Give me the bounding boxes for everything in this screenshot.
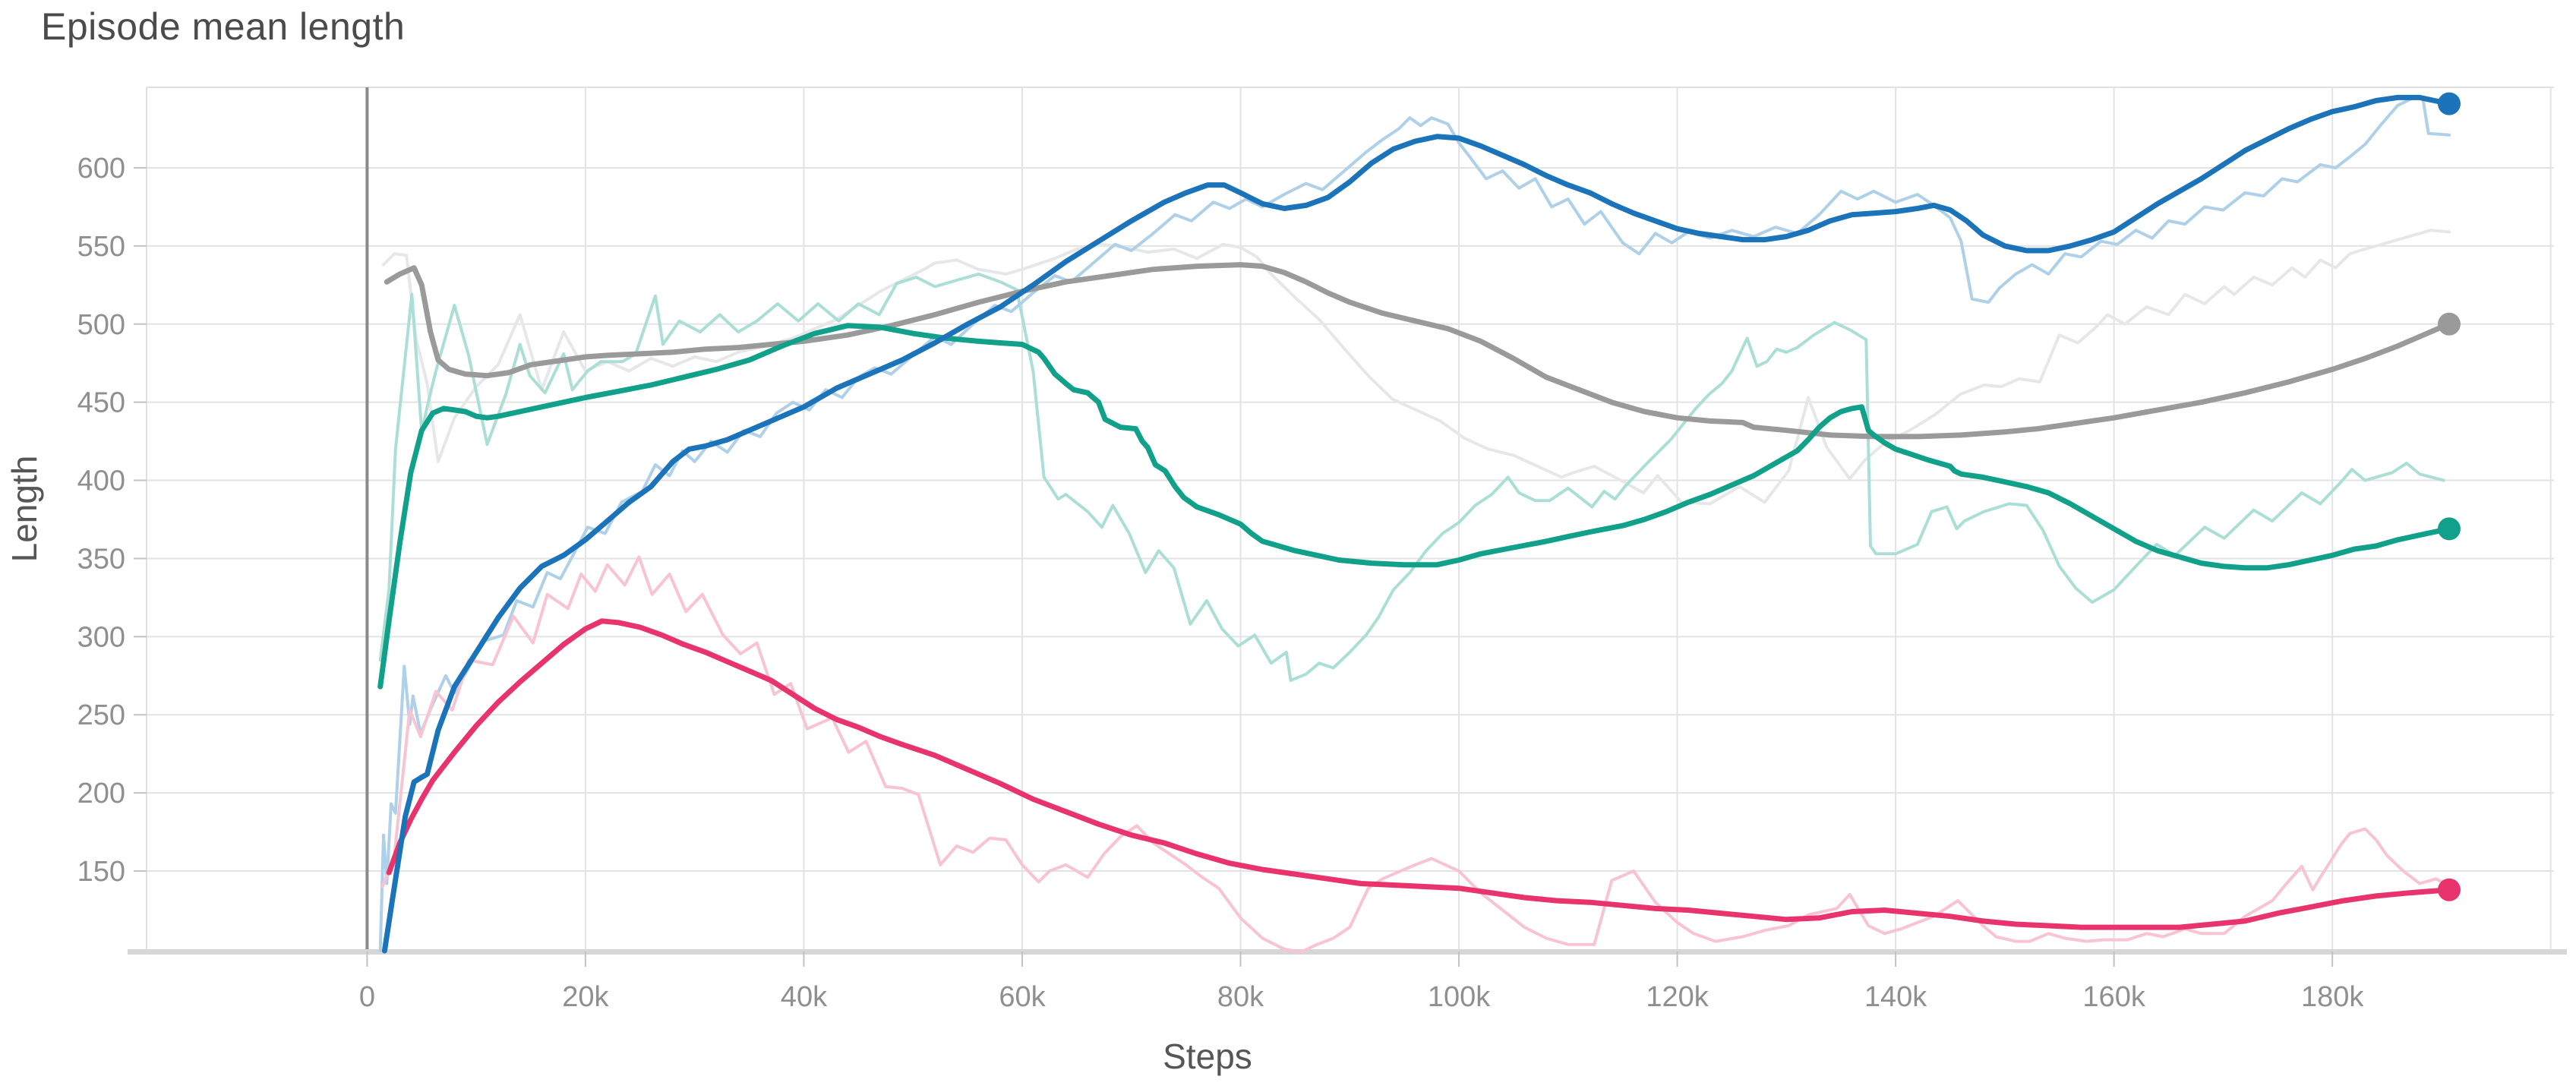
- series-lines: [377, 94, 2452, 954]
- x-tick-label-20k: 20k: [562, 981, 609, 1013]
- series-blue-raw-line: [378, 96, 2451, 952]
- x-tick-label-60k: 60k: [999, 981, 1046, 1013]
- chart-title: Episode mean length: [41, 5, 406, 48]
- y-tick-label-250: 250: [77, 699, 125, 731]
- series-gray-smoothed-line: [384, 262, 2452, 440]
- y-tick-label-550: 550: [77, 231, 125, 263]
- series-pink-smoothed-endpoint-dot: [2437, 878, 2461, 901]
- gridlines: [128, 87, 2567, 955]
- y-tick-label-200: 200: [77, 778, 125, 810]
- series-teal-raw-line: [378, 272, 2445, 682]
- x-tick-label-160k: 160k: [2082, 981, 2145, 1013]
- x-tick-label-180k: 180k: [2301, 981, 2364, 1013]
- x-tick-label-0: 0: [359, 981, 375, 1013]
- x-tick-label-120k: 120k: [1646, 981, 1709, 1013]
- axis-ticks: 150 200 250 300 350 400 450 500 550 600 0 20k 40k 60k…: [77, 153, 2365, 1013]
- y-tick-label-300: 300: [77, 621, 125, 653]
- x-tick-label-140k: 140k: [1864, 981, 1927, 1013]
- y-tick-label-400: 400: [77, 466, 125, 497]
- x-axis-title: Steps: [1163, 1037, 1252, 1076]
- series-gray-smoothed-endpoint-dot: [2437, 312, 2461, 336]
- x-tick-label-80k: 80k: [1217, 981, 1264, 1013]
- series-gray-raw-line: [382, 229, 2451, 506]
- series-green-smoothed-endpoint-dot: [2437, 517, 2461, 541]
- y-tick-label-500: 500: [77, 309, 125, 341]
- series-blue-smoothed-endpoint-dot: [2437, 92, 2461, 115]
- y-tick-label-150: 150: [77, 856, 125, 888]
- endpoint-dots: [2437, 92, 2461, 901]
- series-pink-smoothed-line: [386, 618, 2452, 930]
- series-pink-raw-line: [380, 555, 2449, 954]
- x-tick-label-100k: 100k: [1428, 981, 1491, 1013]
- y-tick-label-350: 350: [77, 543, 125, 575]
- y-tick-label-450: 450: [77, 387, 125, 419]
- series-blue-smoothed-line: [381, 94, 2452, 954]
- x-axis-line: [128, 949, 2567, 955]
- y-tick-label-600: 600: [77, 153, 125, 185]
- x-tick-label-40k: 40k: [781, 981, 828, 1013]
- series-green-smoothed-line: [377, 323, 2452, 690]
